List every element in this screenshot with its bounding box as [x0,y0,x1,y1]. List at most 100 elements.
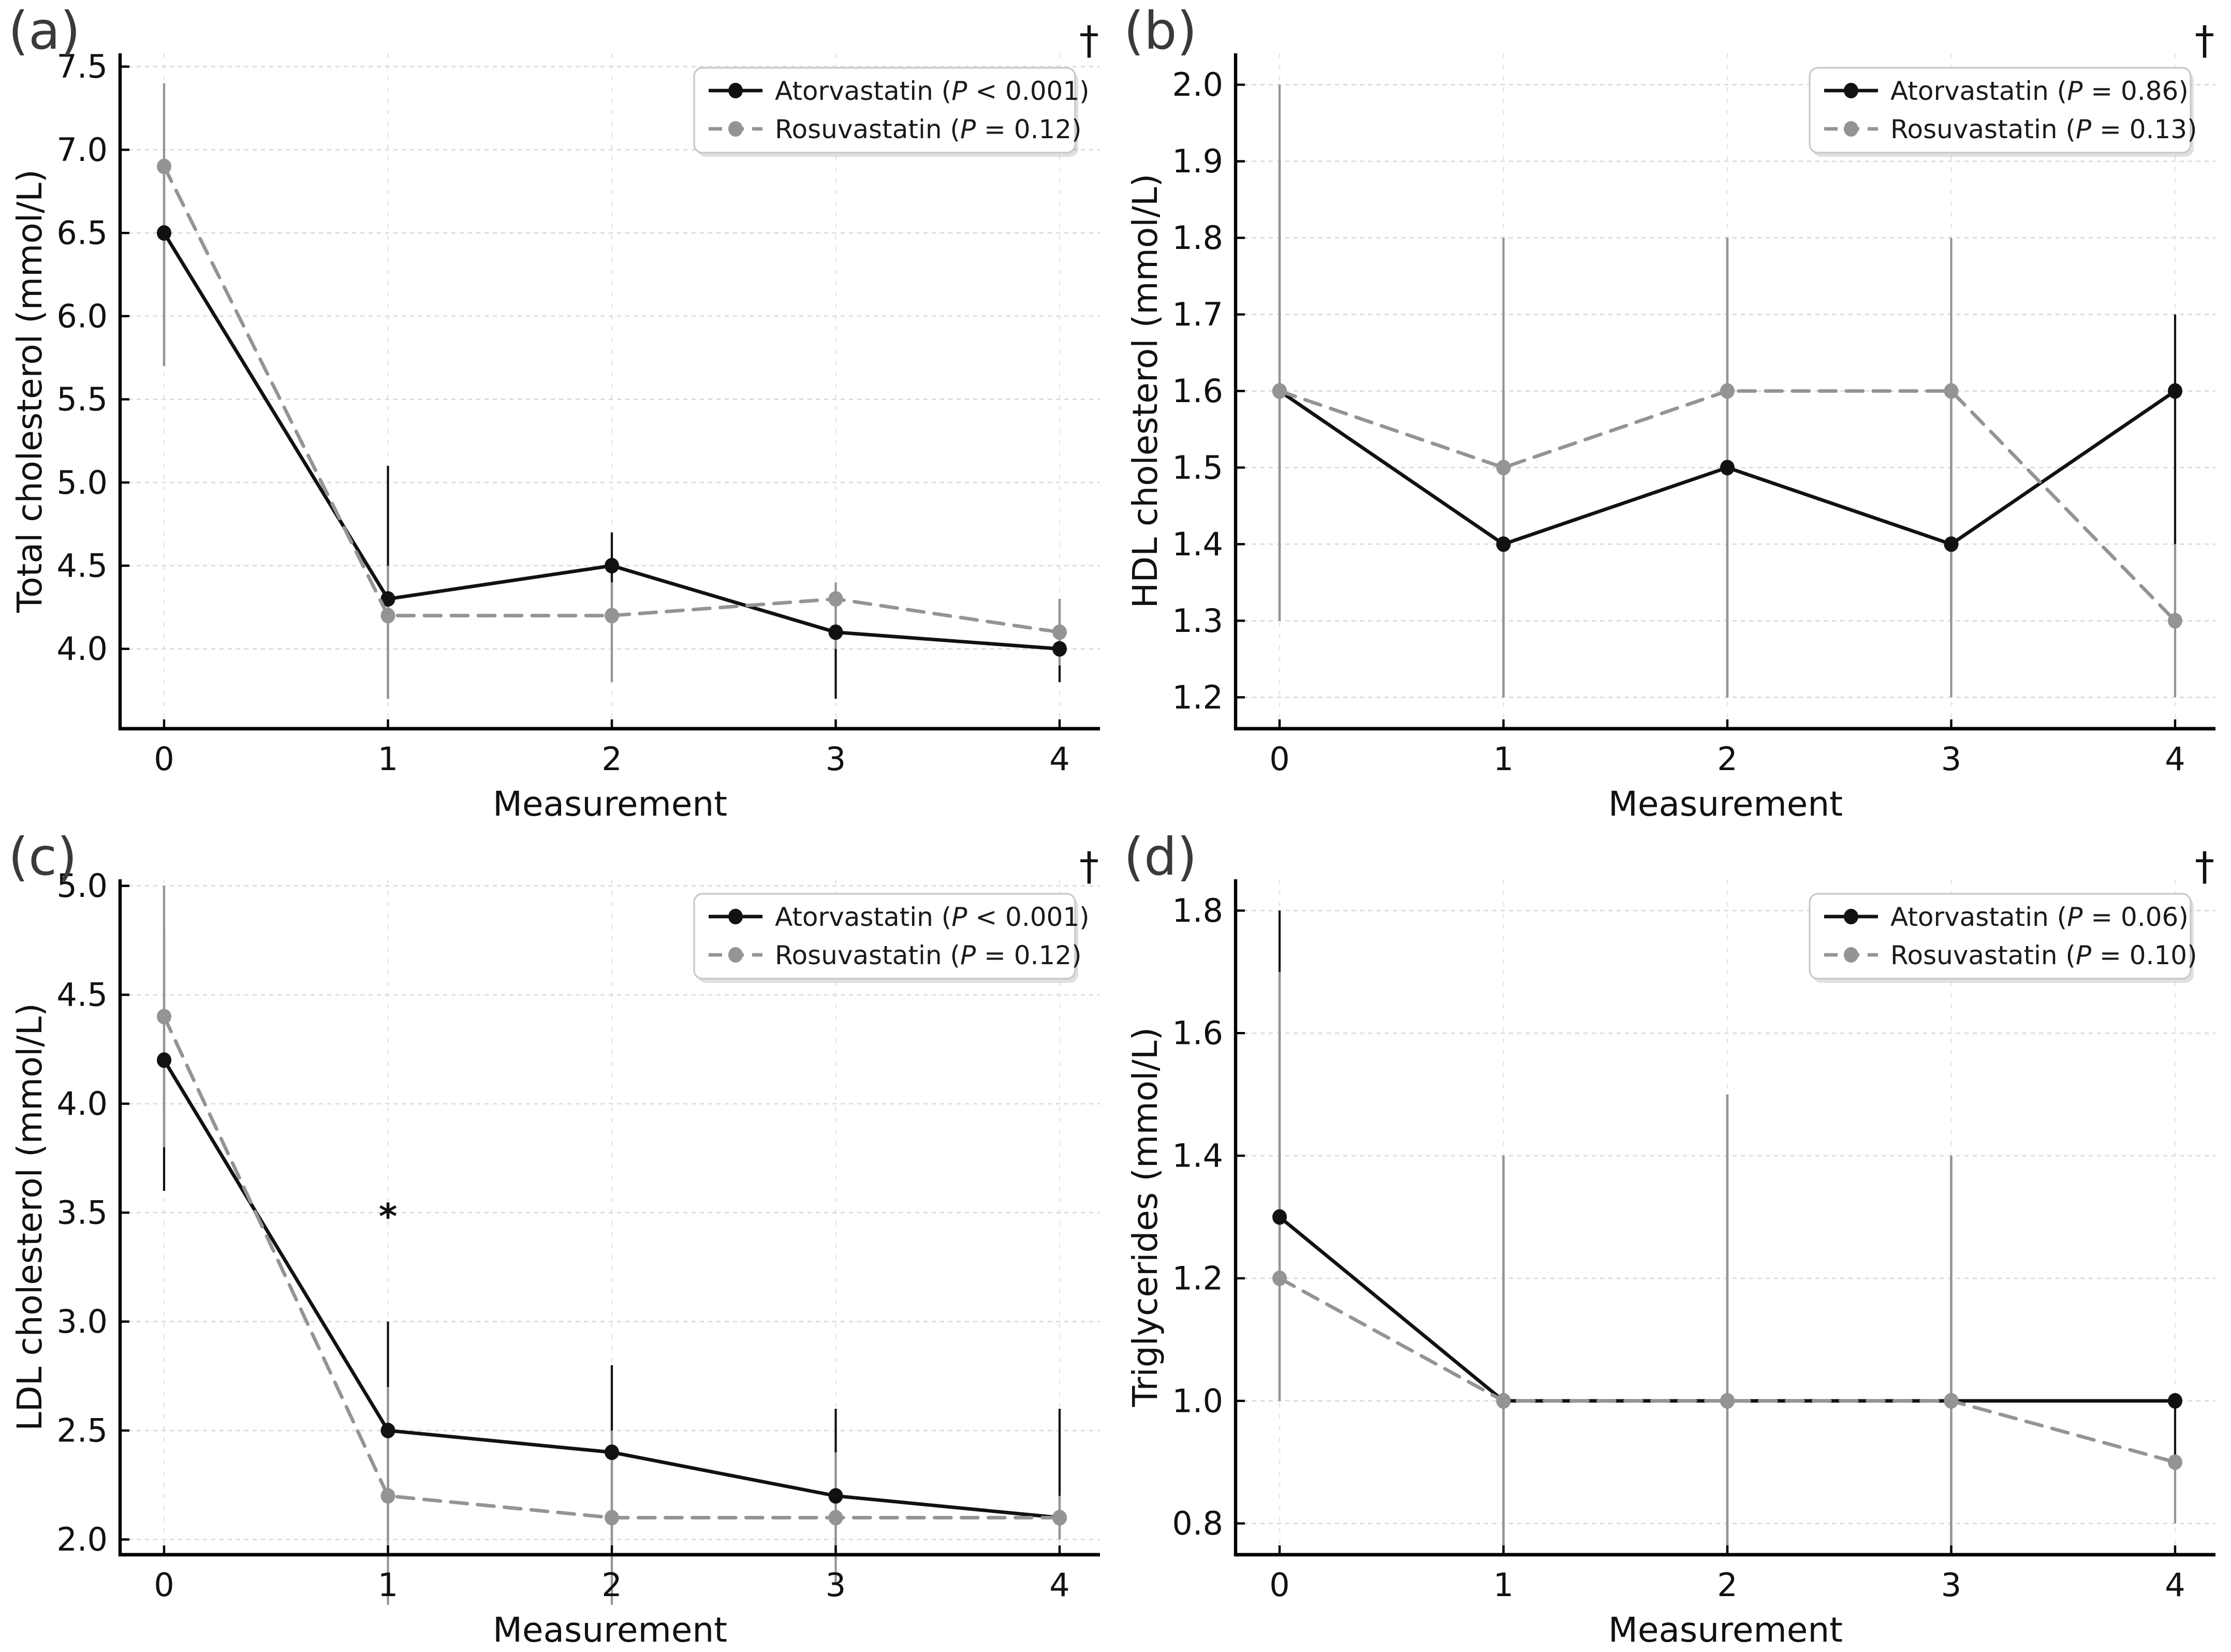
y-tick-label: 1.4 [1172,525,1223,563]
x-axis-label: Measurement [493,1610,727,1650]
legend-marker-rosuvastatin [728,947,743,963]
x-tick-label: 3 [1941,1566,1961,1604]
data-point-rosuvastatin [1944,1393,1959,1409]
x-tick-label: 1 [378,1566,398,1604]
legend-box [1809,893,2192,980]
y-tick-label: 7.0 [56,131,108,169]
x-tick-label: 2 [1717,740,1737,778]
y-tick-label: 1.6 [1172,1014,1223,1052]
y-tick-label: 1.2 [1172,1259,1223,1297]
x-tick-label: 4 [2165,1566,2185,1604]
data-point-atorvastatin [2168,383,2182,399]
y-tick-label: 1.9 [1172,142,1223,180]
significance-asterisk: * [379,1197,398,1237]
panel-c: 2.0 2.5 3.0 3.5 4.0 4.5 5.0 0 1 2 3 4 Measurement LDL… [0,826,1116,1652]
data-point-rosuvastatin [1496,460,1511,476]
legend-label-atorvastatin: Atorvastatin (P < 0.001) [775,76,1090,106]
panel-d: 0.8 1.0 1.2 1.4 1.6 1.8 0 1 2 3 4 Measurement Trigly… [1116,826,2231,1652]
data-point-rosuvastatin [1496,1393,1511,1409]
panel-letter: (a) [8,1,80,61]
legend-label-atorvastatin: Atorvastatin (P = 0.06) [1890,902,2189,932]
dagger-annotation: † [2195,17,2214,63]
y-axis-label: Triglycerides (mmol/L) [1125,1027,1165,1407]
data-point-atorvastatin [380,591,395,607]
x-tick-label: 0 [1269,1566,1289,1604]
y-axis-label: LDL cholesterol (mmol/L) [10,1003,50,1431]
y-tick-label: 2.5 [56,1412,108,1450]
data-point-rosuvastatin [605,1510,619,1526]
x-tick-label: 3 [1941,740,1961,778]
data-point-rosuvastatin [828,1510,843,1526]
panel-letter: (c) [8,827,77,887]
data-point-atorvastatin [1052,641,1067,657]
x-tick-label: 0 [154,740,174,778]
legend-marker-atorvastatin [728,83,743,98]
y-tick-label: 4.0 [56,1085,108,1123]
x-tick-label: 0 [154,1566,174,1604]
data-point-atorvastatin [1944,536,1959,552]
y-axis-label: Total cholesterol (mmol/L) [10,169,50,613]
y-tick-label: 5.0 [56,464,108,502]
x-tick-label: 2 [601,1566,622,1604]
legend-marker-atorvastatin [1844,909,1858,924]
y-tick-label: 4.0 [56,630,108,668]
x-tick-label: 4 [1049,1566,1069,1604]
legend-marker-rosuvastatin [1844,947,1858,963]
legend-box [693,67,1076,154]
data-point-rosuvastatin [2168,613,2182,629]
chart-total-cholesterol: 4.0 4.5 5.0 5.5 6.0 6.5 7.0 7.5 0 1 2 3 4 Measurement… [8,1,1100,824]
data-point-rosuvastatin [1272,1270,1287,1286]
panel-a: 4.0 4.5 5.0 5.5 6.0 6.5 7.0 7.5 0 1 2 3 4 Measurement… [0,0,1116,826]
y-tick-label: 6.5 [56,214,108,252]
chart-hdl-cholesterol: 1.2 1.3 1.4 1.5 1.6 1.7 1.8 1.9 2.0 0 1 2 3 4 Measurem… [1124,1,2215,824]
y-tick-label: 1.8 [1172,892,1223,930]
panel-letter: (d) [1124,827,1197,887]
data-point-rosuvastatin [380,1488,395,1504]
chart-ldl-cholesterol: 2.0 2.5 3.0 3.5 4.0 4.5 5.0 0 1 2 3 4 Measurement LDL… [8,827,1100,1650]
data-point-rosuvastatin [380,608,395,624]
x-axis-label: Measurement [1608,1610,1843,1650]
x-tick-label: 0 [1269,740,1289,778]
dagger-annotation: † [1079,17,1099,63]
data-point-rosuvastatin [1720,1393,1735,1409]
y-axis-label: HDL cholesterol (mmol/L) [1125,174,1165,609]
x-tick-label: 2 [601,740,622,778]
legend-label-rosuvastatin: Rosuvastatin (P = 0.13) [1890,114,2197,144]
x-axis-label: Measurement [1608,784,1843,824]
legend-marker-atorvastatin [1844,83,1858,98]
y-tick-label: 3.0 [56,1303,108,1340]
y-tick-label: 7.5 [56,48,108,85]
data-point-rosuvastatin [828,591,843,607]
y-tick-label: 4.5 [56,547,108,585]
x-tick-label: 2 [1717,1566,1737,1604]
legend-label-rosuvastatin: Rosuvastatin (P = 0.12) [775,940,1082,970]
chart-triglycerides: 0.8 1.0 1.2 1.4 1.6 1.8 0 1 2 3 4 Measurement Trigly… [1124,827,2215,1650]
data-point-atorvastatin [828,624,843,640]
x-tick-label: 1 [1493,1566,1514,1604]
dagger-annotation: † [2195,843,2214,889]
x-tick-label: 1 [1493,740,1514,778]
data-point-atorvastatin [380,1423,395,1439]
legend-marker-atorvastatin [728,909,743,924]
data-point-rosuvastatin [157,1009,171,1025]
series-line-rosuvastatin [1278,1276,2177,1464]
x-tick-label: 3 [826,1566,846,1604]
y-tick-label: 1.2 [1172,679,1223,716]
data-point-atorvastatin [828,1488,843,1504]
panel-letter: (b) [1124,1,1197,61]
y-tick-label: 1.5 [1172,449,1223,486]
data-point-atorvastatin [157,1052,171,1068]
data-point-atorvastatin [157,225,171,241]
legend-label-atorvastatin: Atorvastatin (P = 0.86) [1890,76,2189,106]
data-point-atorvastatin [1272,1209,1287,1225]
y-tick-label: 5.5 [56,380,108,418]
data-point-rosuvastatin [157,158,171,174]
y-tick-label: 1.7 [1172,296,1223,333]
data-point-rosuvastatin [605,608,619,624]
y-tick-label: 6.0 [56,297,108,335]
y-tick-label: 3.5 [56,1194,108,1232]
legend-label-rosuvastatin: Rosuvastatin (P = 0.10) [1890,940,2197,970]
data-point-rosuvastatin [1052,624,1067,640]
x-tick-label: 1 [378,740,398,778]
panel-b: 1.2 1.3 1.4 1.5 1.6 1.7 1.8 1.9 2.0 0 1 2 3 4 Measurem… [1116,0,2231,826]
